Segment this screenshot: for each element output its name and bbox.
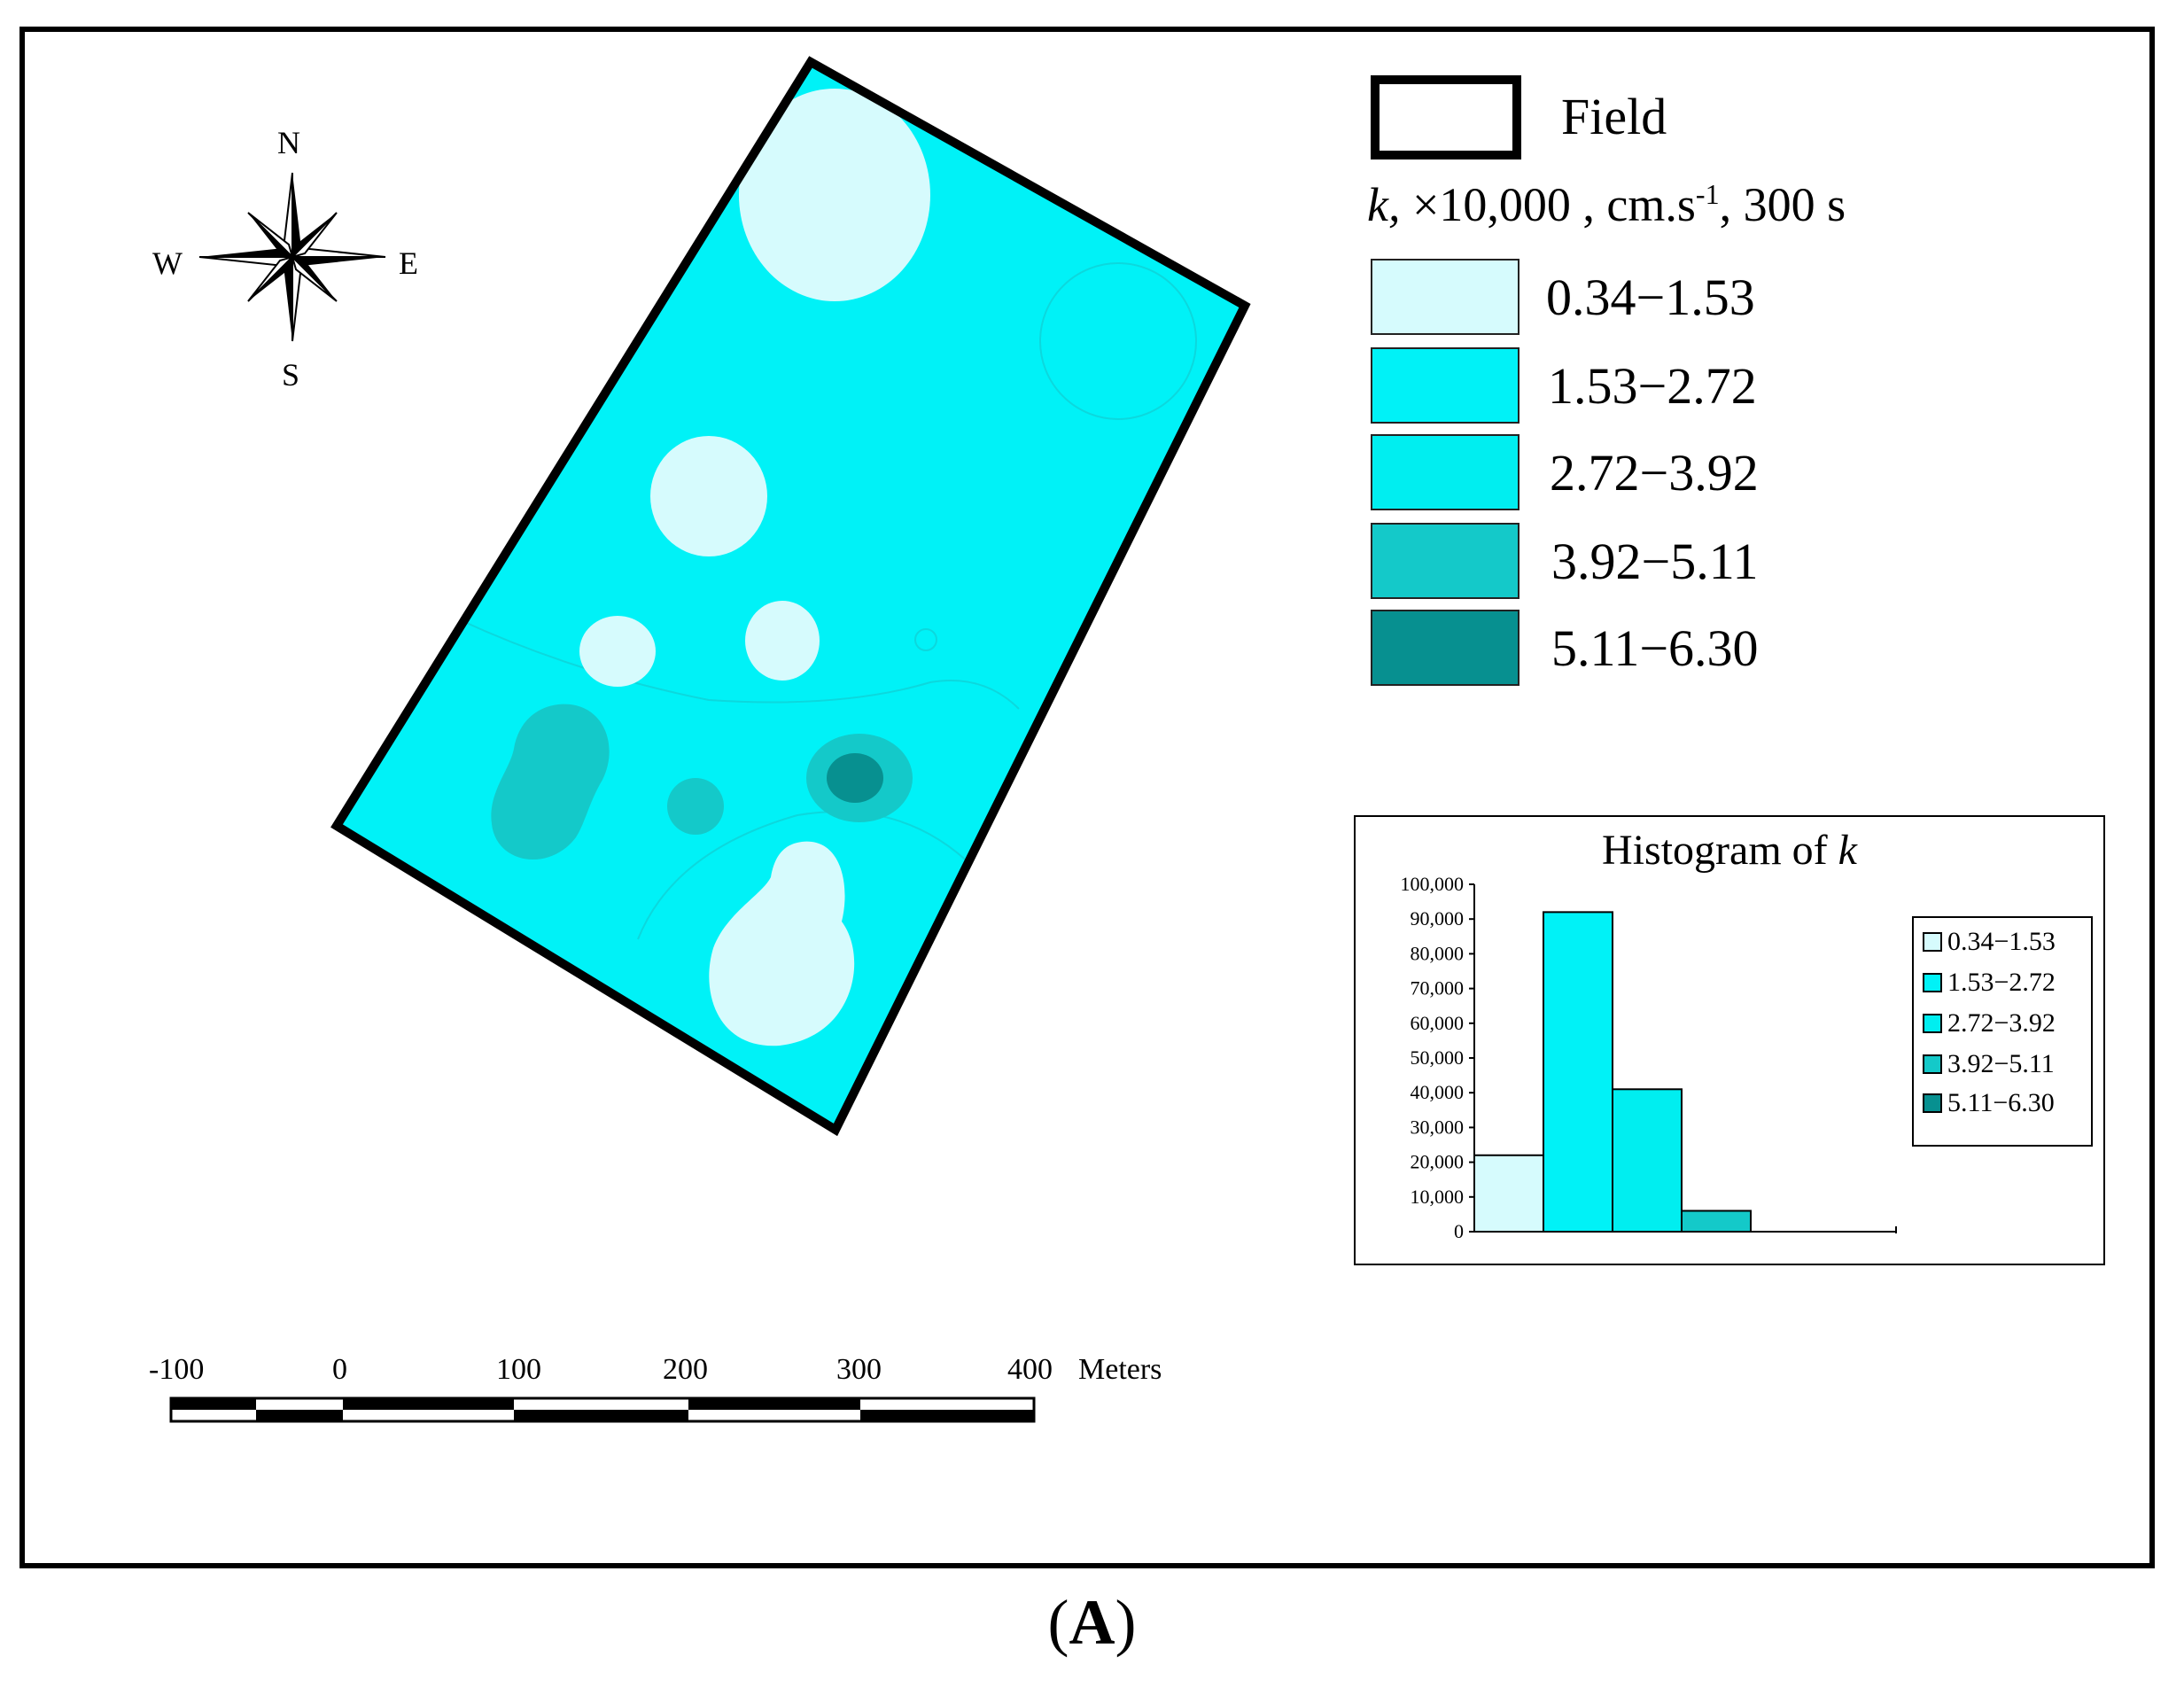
zone-boundary-line [460,619,1020,710]
scale-tick-label: 0 [332,1353,347,1386]
histogram-legend-label: 0.34−1.53 [1947,927,2056,956]
zone-low-k [579,616,656,687]
histogram-plot: 100,000 90,000 80,000 70,000 60,000 50,000 40,… [1401,873,1897,1242]
histogram-y-tick-label: 0 [1454,1220,1464,1242]
histogram-legend-label: 3.92−5.11 [1947,1049,2055,1078]
compass-south-label: S [282,357,300,393]
zone-low-k [739,89,930,301]
legend-swatch [1371,259,1519,335]
scale-tick-label: -100 [149,1353,205,1386]
histogram-legend-label: 1.53−2.72 [1947,968,2056,997]
legend-swatch [1371,523,1519,599]
histogram-y-tick-label: 40,000 [1411,1081,1465,1103]
caption-open: ( [1047,1587,1069,1658]
legend-title-sup: -1 [1695,178,1720,210]
zone-high-k [667,778,724,835]
compass-west-label: W [152,245,183,281]
scale-unit-label: Meters [1078,1353,1162,1386]
histogram-legend-item: 5.11−6.30 [1923,1088,2055,1118]
scale-bar [169,1396,1036,1423]
histogram-y-tick-label: 10,000 [1411,1186,1465,1208]
histogram-legend-swatch [1923,973,1942,992]
zone-low-k [745,601,820,681]
legend-swatch [1371,434,1519,510]
field-legend-label: Field [1561,88,1667,145]
legend-title: k, ×10,000 , cm.s-1, 300 s [1367,177,1846,232]
legend-class-label: 1.53−2.72 [1548,357,1757,415]
figure-caption: (A) [0,1586,2184,1660]
histogram-legend-swatch [1923,1054,1942,1074]
caption-close: ) [1115,1587,1137,1658]
histogram-y-tick-label: 80,000 [1411,942,1465,964]
legend-class-label: 3.92−5.11 [1551,533,1759,590]
compass-east-label: E [399,245,418,281]
histogram-legend-swatch [1923,1093,1942,1113]
histogram-y-tick-label: 70,000 [1411,977,1465,1000]
field-zones [337,62,1245,1130]
map-frame [19,27,2155,1568]
histogram-panel: Histogram of k 100,000 90,000 80,000 70,000… [1354,815,2105,1265]
zone-outline [1039,262,1197,420]
histogram-title-var: k [1838,827,1857,874]
scale-tick-label: 300 [836,1353,882,1386]
field-legend-swatch [1371,75,1521,159]
histogram-bar [1612,1088,1683,1233]
histogram-legend-item: 1.53−2.72 [1923,968,2056,998]
histogram-legend-swatch [1923,932,1942,952]
histogram-title-prefix: Histogram of [1602,827,1838,874]
scale-tick-label: 400 [1007,1353,1053,1386]
zone-very-high-k [827,753,883,803]
field-boundary [330,56,1251,1137]
compass-north-label: N [277,125,300,160]
legend-title-tail: , 300 s [1719,178,1846,231]
histogram-legend-label: 5.11−6.30 [1947,1088,2055,1117]
scale-tick-label: 200 [663,1353,708,1386]
histogram-y-tick-label: 60,000 [1411,1012,1465,1034]
histogram-bar [1681,1210,1752,1233]
legend-class-label: 0.34−1.53 [1546,268,1755,326]
histogram-legend-item: 0.34−1.53 [1923,927,2056,957]
legend-class-label: 5.11−6.30 [1551,619,1759,677]
histogram-y-tick-label: 50,000 [1411,1046,1465,1069]
legend-class-label: 2.72−3.92 [1550,444,1759,502]
zone-outline [914,628,937,651]
zone-low-k [709,841,855,1046]
legend-swatch [1371,347,1519,424]
histogram-title: Histogram of k [1356,826,2103,875]
zone-low-k [650,436,767,556]
legend-title-var: k, [1367,178,1401,231]
compass-rose-icon [198,172,386,342]
histogram-legend-item: 3.92−5.11 [1923,1049,2055,1079]
zone-high-k [491,704,610,860]
caption-letter: A [1069,1587,1115,1658]
histogram-y-tick-label: 30,000 [1411,1116,1465,1138]
histogram-legend-item: 2.72−3.92 [1923,1008,2056,1038]
legend-swatch [1371,610,1519,686]
histogram-y-tick-label: 100,000 [1401,873,1465,895]
histogram-legend-label: 2.72−3.92 [1947,1008,2056,1038]
zone-boundary-line [637,811,975,940]
histogram-legend-swatch [1923,1014,1942,1033]
scale-tick-label: 100 [496,1353,541,1386]
legend-title-main: ×10,000 , cm.s [1400,178,1696,231]
histogram-y-tick-label: 20,000 [1411,1151,1465,1173]
histogram-y-tick-label: 90,000 [1411,907,1465,930]
histogram-legend: 0.34−1.53 1.53−2.72 2.72−3.92 3.92−5.11 … [1912,916,2093,1147]
histogram-bar [1473,1154,1544,1233]
histogram-bar [1543,911,1613,1233]
